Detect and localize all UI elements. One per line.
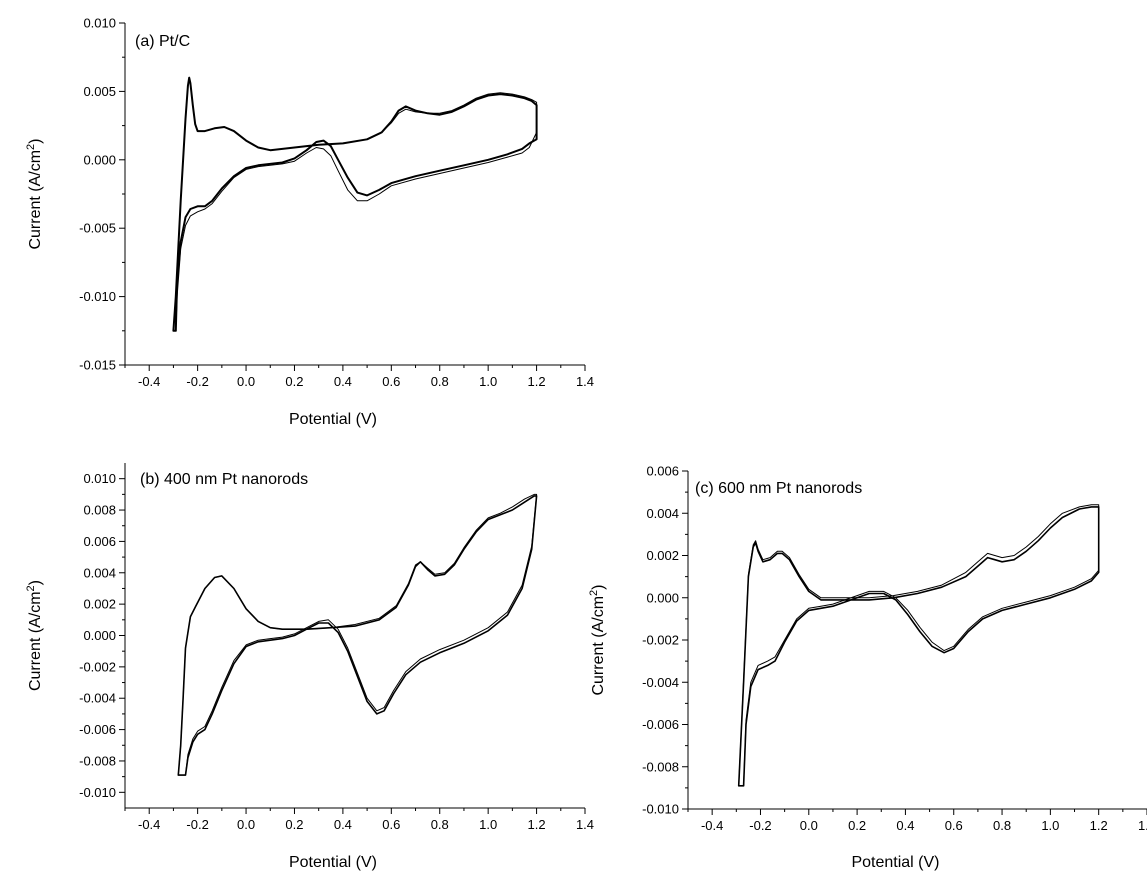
x-tick-label: 0.2 (285, 374, 303, 389)
y-tick-label: -0.005 (79, 221, 116, 236)
x-axis-title: Potential (V) (289, 411, 377, 428)
x-tick-label: 0.6 (382, 817, 400, 832)
panel-title: (b) 400 nm Pt nanorods (140, 471, 308, 488)
y-tick-label: -0.015 (79, 358, 116, 373)
y-tick-label: 0.006 (646, 464, 679, 479)
y-tick-label: -0.006 (79, 722, 116, 737)
x-tick-label: 1.2 (528, 374, 546, 389)
y-tick-label: 0.006 (83, 534, 116, 549)
cv-curve-series-1 (737, 506, 1100, 787)
y-tick-label: -0.004 (642, 675, 679, 690)
panel-title: (c) 600 nm Pt nanorods (695, 480, 862, 497)
y-axis-title-superscript: 2 (588, 590, 600, 596)
x-tick-label: -0.2 (749, 818, 771, 833)
cv-curve-series-2 (738, 504, 1100, 787)
y-tick-label: 0.000 (646, 590, 679, 605)
x-tick-label: 1.2 (1090, 818, 1108, 833)
x-tick-label: 1.0 (479, 374, 497, 389)
x-axis-title: Potential (V) (851, 854, 939, 871)
x-tick-label: 1.4 (1138, 818, 1147, 833)
x-tick-label: 0.0 (237, 374, 255, 389)
x-tick-label: 1.4 (576, 374, 594, 389)
x-tick-label: 0.6 (945, 818, 963, 833)
y-tick-label: -0.006 (642, 717, 679, 732)
panel-a: -0.015 -0.010 -0.005 0.000 0.005 0.010 -0.4 -0.… (25, 16, 594, 429)
panel-b: -0.010 -0.008 -0.006 -0.004 -0.002 0.000 0.002… (25, 463, 594, 871)
y-tick-label: 0.010 (83, 471, 116, 486)
x-tick-label: -0.2 (186, 817, 208, 832)
cv-curve-series-2 (172, 77, 538, 332)
cv-curve-series-1 (172, 76, 538, 332)
y-tick-label: -0.004 (79, 691, 116, 706)
y-axis-title: Current (A/cm2) (25, 580, 44, 691)
y-axis-title-main: Current (A/cm (27, 150, 44, 250)
x-tick-label: 1.4 (576, 817, 594, 832)
y-tick-label: 0.000 (83, 628, 116, 643)
x-tick-label: 0.4 (334, 817, 352, 832)
x-tick-label: 0.0 (800, 818, 818, 833)
y-axis-title-main: Current (A/cm (27, 591, 44, 691)
x-axis-title: Potential (V) (289, 854, 377, 871)
x-tick-label: -0.2 (186, 374, 208, 389)
y-tick-label: 0.002 (83, 597, 116, 612)
y-axis-title-end: ) (27, 138, 44, 143)
y-tick-label: 0.002 (646, 548, 679, 563)
y-tick-label: 0.000 (83, 152, 116, 167)
panel-title: (a) Pt/C (135, 33, 190, 50)
x-tick-label: 0.4 (334, 374, 352, 389)
y-axis-title: Current (A/cm2) (25, 138, 44, 249)
y-tick-label: -0.002 (642, 633, 679, 648)
x-tick-label: 1.2 (528, 817, 546, 832)
x-tick-label: 0.8 (993, 818, 1011, 833)
x-tick-label: -0.4 (138, 374, 160, 389)
y-tick-label: 0.008 (83, 503, 116, 518)
x-tick-label: 0.8 (431, 374, 449, 389)
x-tick-label: 0.2 (285, 817, 303, 832)
y-tick-label: 0.005 (83, 84, 116, 99)
y-tick-label: 0.004 (83, 565, 116, 580)
x-tick-label: 0.4 (896, 818, 914, 833)
y-axis-title-superscript: 2 (25, 144, 37, 150)
y-tick-label: -0.002 (79, 659, 116, 674)
y-axis-title-main: Current (A/cm (590, 596, 607, 696)
y-axis-title-end: ) (590, 584, 607, 589)
y-axis-title-superscript: 2 (25, 585, 37, 591)
panel-c: -0.010 -0.008 -0.006 -0.004 -0.002 0.000 0.002… (588, 464, 1147, 871)
cv-curve-series-1 (177, 495, 538, 776)
x-tick-label: 0.0 (237, 817, 255, 832)
x-tick-label: -0.4 (701, 818, 723, 833)
x-tick-label: 0.2 (848, 818, 866, 833)
y-tick-label: -0.010 (79, 785, 116, 800)
y-tick-label: -0.008 (79, 753, 116, 768)
y-tick-label: -0.010 (642, 802, 679, 817)
x-tick-label: -0.4 (138, 817, 160, 832)
x-tick-label: 0.6 (382, 374, 400, 389)
y-tick-label: -0.008 (642, 759, 679, 774)
y-tick-label: 0.010 (83, 16, 116, 31)
x-tick-label: 0.8 (431, 817, 449, 832)
y-axis-title: Current (A/cm2) (588, 584, 607, 695)
x-tick-label: 1.0 (1041, 818, 1059, 833)
cv-curve-series-2 (177, 493, 538, 776)
y-axis-title-end: ) (27, 580, 44, 585)
y-tick-label: 0.004 (646, 506, 679, 521)
x-tick-label: 1.0 (479, 817, 497, 832)
y-tick-label: -0.010 (79, 289, 116, 304)
